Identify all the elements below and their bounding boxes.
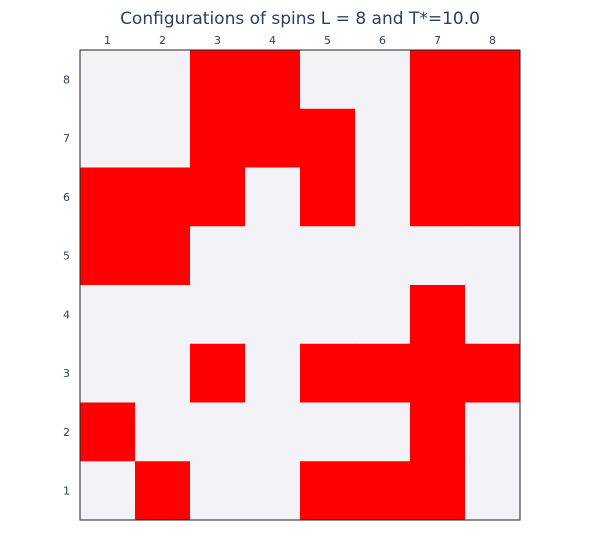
y-tick-label: 8	[63, 73, 70, 86]
heatmap-cell-x1-y3	[80, 343, 136, 403]
heatmap-cell-x7-y4	[410, 285, 466, 345]
heatmap-cell-x5-y3	[300, 343, 356, 403]
heatmap-cell-x4-y5	[245, 226, 301, 286]
heatmap-cell-x3-y4	[190, 285, 246, 345]
heatmap-cell-x8-y5	[465, 226, 521, 286]
heatmap-cells	[80, 50, 521, 521]
x-tick-label: 8	[489, 34, 496, 47]
x-tick-label: 7	[434, 34, 441, 47]
heatmap-cell-x7-y7	[410, 108, 466, 168]
heatmap-cell-x5-y1	[300, 461, 356, 521]
chart-title: Configurations of spins L = 8 and T*=10.…	[120, 9, 480, 29]
heatmap-cell-x7-y6	[410, 167, 466, 227]
y-tick-label: 7	[63, 132, 70, 145]
heatmap-cell-x3-y2	[190, 402, 246, 462]
heatmap-cell-x1-y7	[80, 108, 136, 168]
heatmap-cell-x2-y4	[135, 285, 191, 345]
heatmap-cell-x2-y2	[135, 402, 191, 462]
heatmap-cell-x5-y5	[300, 226, 356, 286]
y-tick-label: 2	[63, 426, 70, 439]
heatmap-cell-x4-y7	[245, 108, 301, 168]
heatmap-cell-x3-y3	[190, 343, 246, 403]
heatmap-cell-x1-y6	[80, 167, 136, 227]
x-tick-label: 4	[269, 34, 276, 47]
heatmap-cell-x4-y6	[245, 167, 301, 227]
heatmap-cell-x3-y1	[190, 461, 246, 521]
heatmap-cell-x1-y4	[80, 285, 136, 345]
heatmap-cell-x1-y8	[80, 50, 136, 110]
heatmap-cell-x7-y2	[410, 402, 466, 462]
heatmap-cell-x7-y5	[410, 226, 466, 286]
heatmap-cell-x4-y1	[245, 461, 301, 521]
heatmap-cell-x4-y2	[245, 402, 301, 462]
heatmap-cell-x8-y1	[465, 461, 521, 521]
x-tick-label: 5	[324, 34, 331, 47]
x-tick-label: 3	[214, 34, 221, 47]
heatmap-cell-x4-y3	[245, 343, 301, 403]
heatmap-cell-x2-y1	[135, 461, 191, 521]
heatmap-cell-x3-y6	[190, 167, 246, 227]
y-tick-label: 4	[63, 308, 70, 321]
heatmap-cell-x5-y6	[300, 167, 356, 227]
heatmap-cell-x2-y3	[135, 343, 191, 403]
heatmap-cell-x3-y7	[190, 108, 246, 168]
heatmap-cell-x6-y3	[355, 343, 411, 403]
x-tick-label: 6	[379, 34, 386, 47]
y-tick-label: 5	[63, 250, 70, 263]
x-axis-ticks: 1 2 3 4 5 6 7 8	[104, 34, 496, 47]
heatmap-cell-x3-y5	[190, 226, 246, 286]
heatmap-cell-x2-y6	[135, 167, 191, 227]
heatmap-cell-x8-y2	[465, 402, 521, 462]
heatmap-cell-x2-y5	[135, 226, 191, 286]
y-tick-label: 6	[63, 191, 70, 204]
heatmap-cell-x6-y1	[355, 461, 411, 521]
y-axis-ticks: 8 7 6 5 4 3 2 1	[63, 73, 70, 497]
x-tick-label: 1	[104, 34, 111, 47]
y-tick-label: 3	[63, 367, 70, 380]
heatmap-cell-x8-y8	[465, 50, 521, 110]
y-tick-label: 1	[63, 485, 70, 498]
heatmap-cell-x6-y8	[355, 50, 411, 110]
heatmap-cell-x5-y7	[300, 108, 356, 168]
heatmap-cell-x8-y6	[465, 167, 521, 227]
heatmap-cell-x8-y4	[465, 285, 521, 345]
heatmap-cell-x5-y2	[300, 402, 356, 462]
heatmap-cell-x7-y1	[410, 461, 466, 521]
heatmap-cell-x6-y4	[355, 285, 411, 345]
heatmap-cell-x6-y7	[355, 108, 411, 168]
heatmap-cell-x1-y5	[80, 226, 136, 286]
x-tick-label: 2	[159, 34, 166, 47]
heatmap-cell-x8-y3	[465, 343, 521, 403]
heatmap-cell-x5-y8	[300, 50, 356, 110]
heatmap-cell-x7-y8	[410, 50, 466, 110]
heatmap-cell-x6-y5	[355, 226, 411, 286]
heatmap-cell-x7-y3	[410, 343, 466, 403]
heatmap-cell-x4-y4	[245, 285, 301, 345]
plot-frame	[79, 49, 521, 521]
heatmap-cell-x3-y8	[190, 50, 246, 110]
heatmap-cell-x5-y4	[300, 285, 356, 345]
heatmap-cell-x8-y7	[465, 108, 521, 168]
heatmap-cell-x1-y2	[80, 402, 136, 462]
heatmap-cell-x4-y8	[245, 50, 301, 110]
heatmap-cell-x6-y2	[355, 402, 411, 462]
heatmap-cell-x6-y6	[355, 167, 411, 227]
heatmap-cell-x1-y1	[80, 461, 136, 521]
heatmap-cell-x2-y8	[135, 50, 191, 110]
heatmap-cell-x2-y7	[135, 108, 191, 168]
